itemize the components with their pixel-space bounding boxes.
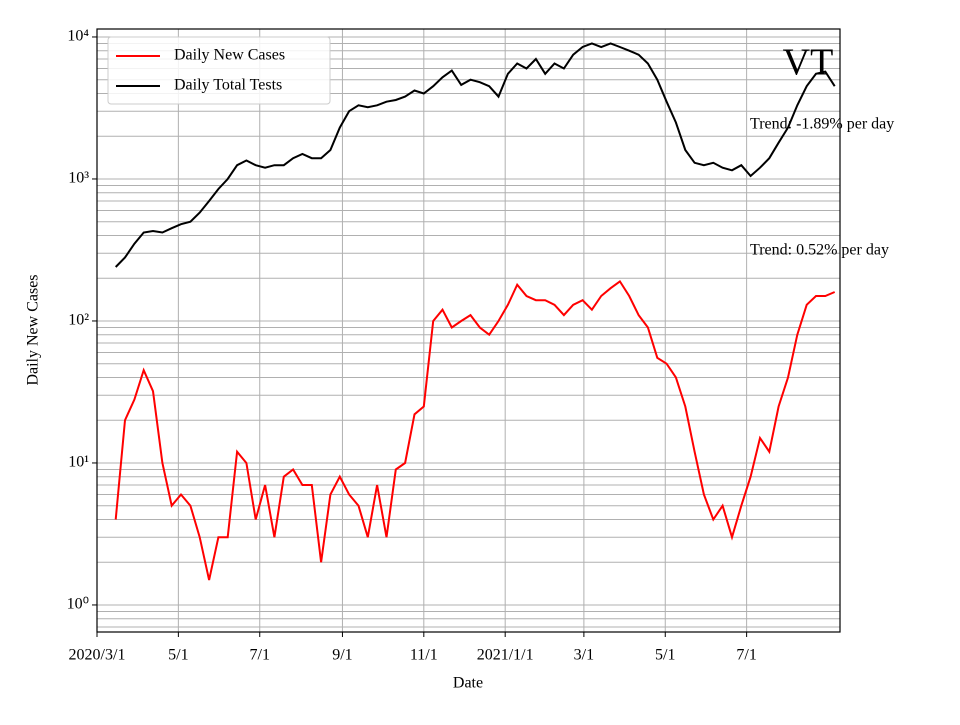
x-tick-label: 7/1 — [736, 647, 756, 664]
x-tick-label: 2020/3/1 — [69, 647, 126, 664]
x-tick-label: 9/1 — [332, 647, 352, 664]
plot-lines — [114, 42, 836, 581]
grid — [96, 29, 840, 632]
x-tick-label: 5/1 — [168, 647, 188, 664]
y-tick-label: 10¹ — [68, 454, 89, 471]
plot-frame — [96, 28, 841, 633]
series-line — [114, 42, 836, 268]
trend-cases: Trend: 0.52% per day — [750, 242, 889, 259]
x-tick-label: 3/1 — [574, 647, 594, 664]
y-tick-label: 10³ — [68, 170, 89, 187]
x-axis-label: Date — [453, 675, 483, 692]
series-line — [114, 279, 836, 581]
trend-tests: Trend: -1.89% per day — [750, 116, 894, 133]
y-tick-label: 10⁰ — [67, 596, 89, 613]
x-tick-label: 11/1 — [410, 647, 438, 664]
legend-box — [107, 36, 331, 105]
y-tick-label: 10² — [68, 312, 89, 329]
y-axis-label: Daily New Cases — [25, 274, 42, 385]
x-tick-label: 5/1 — [655, 647, 675, 664]
legend: Daily New Cases Daily Total Tests — [107, 36, 331, 105]
legend-label: Daily Total Tests — [174, 77, 282, 94]
x-tick-label: 2021/1/1 — [477, 647, 534, 664]
legend-label: Daily New Cases — [174, 47, 285, 64]
state-label: VT — [783, 42, 834, 84]
y-tick-label: 10⁴ — [67, 28, 89, 45]
x-tick-label: 7/1 — [250, 647, 270, 664]
